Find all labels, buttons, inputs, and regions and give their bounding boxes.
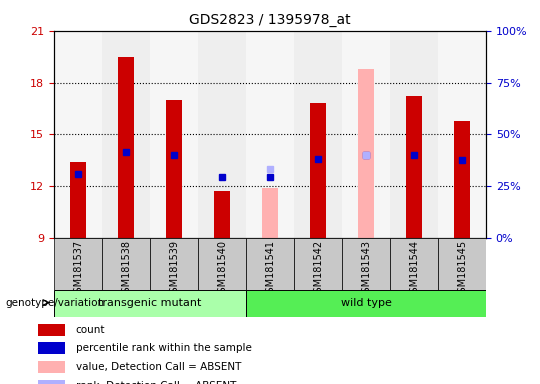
Bar	[38, 380, 65, 384]
Bar	[38, 361, 65, 373]
Text: value, Detection Call = ABSENT: value, Detection Call = ABSENT	[76, 362, 241, 372]
Bar	[246, 238, 294, 290]
Bar	[166, 100, 183, 238]
Bar	[246, 31, 294, 238]
Text: GSM181545: GSM181545	[457, 240, 467, 299]
Bar	[70, 162, 86, 238]
Text: percentile rank within the sample: percentile rank within the sample	[76, 343, 252, 353]
Bar	[54, 238, 102, 290]
Text: count: count	[76, 324, 105, 334]
Text: rank, Detection Call = ABSENT: rank, Detection Call = ABSENT	[76, 381, 236, 384]
Bar	[438, 238, 486, 290]
Bar	[198, 31, 246, 238]
Bar	[309, 103, 326, 238]
Bar	[342, 238, 390, 290]
Bar	[198, 238, 246, 290]
Bar	[118, 56, 134, 238]
Bar	[214, 191, 231, 238]
Title: GDS2823 / 1395978_at: GDS2823 / 1395978_at	[189, 13, 351, 27]
Text: GSM181541: GSM181541	[265, 240, 275, 299]
Bar	[261, 188, 279, 238]
Bar	[454, 121, 470, 238]
Bar	[406, 96, 422, 238]
Bar	[54, 290, 246, 317]
Bar	[150, 31, 198, 238]
Bar	[54, 31, 102, 238]
Bar	[294, 238, 342, 290]
Text: GSM181542: GSM181542	[313, 240, 323, 299]
Text: GSM181543: GSM181543	[361, 240, 371, 299]
Bar	[294, 31, 342, 238]
Text: GSM181537: GSM181537	[73, 240, 83, 299]
Bar	[390, 238, 438, 290]
Bar	[38, 323, 65, 336]
Text: GSM181540: GSM181540	[217, 240, 227, 299]
Text: GSM181538: GSM181538	[121, 240, 131, 299]
Text: GSM181539: GSM181539	[169, 240, 179, 299]
Bar	[342, 31, 390, 238]
Bar	[38, 343, 65, 354]
Bar	[390, 31, 438, 238]
Bar	[357, 69, 374, 238]
Bar	[246, 290, 486, 317]
Bar	[102, 238, 150, 290]
Bar	[102, 31, 150, 238]
Bar	[150, 238, 198, 290]
Bar	[438, 31, 486, 238]
Text: GSM181544: GSM181544	[409, 240, 419, 299]
Text: transgenic mutant: transgenic mutant	[98, 298, 201, 308]
Text: wild type: wild type	[341, 298, 392, 308]
Text: genotype/variation: genotype/variation	[5, 298, 105, 308]
